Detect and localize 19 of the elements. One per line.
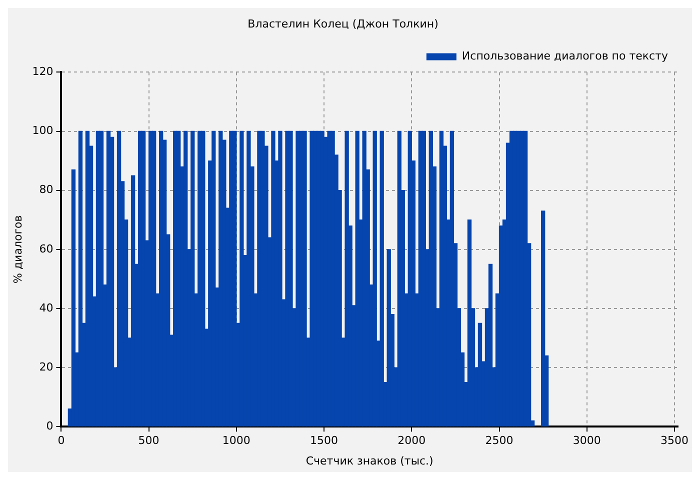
x-tick-label: 500 (138, 434, 160, 448)
x-tick-label: 3000 (572, 434, 601, 448)
x-tick-label: 3500 (660, 434, 688, 448)
y-tick-label: 20 (39, 360, 54, 374)
x-tick-label: 2000 (398, 434, 426, 448)
y-tick-label: 60 (39, 242, 54, 256)
chart-title: Властелин Колец (Джон Толкин) (248, 17, 438, 30)
x-tick-label: 1500 (310, 434, 338, 448)
y-tick-label: 100 (32, 124, 54, 138)
y-tick-label: 120 (32, 65, 54, 78)
y-axis-title: % диалогов (11, 215, 24, 284)
x-tick-label: 0 (58, 434, 65, 448)
x-tick-label: 2500 (485, 434, 514, 448)
x-tick-label: 1000 (222, 434, 250, 448)
y-tick-label: 0 (46, 419, 54, 432)
y-tick-label: 40 (39, 301, 54, 314)
legend-label: Использование диалогов по тексту (462, 50, 668, 63)
x-axis-title: Счетчик знаков (тыс.) (306, 454, 434, 468)
y-tick-label: 80 (39, 183, 54, 196)
